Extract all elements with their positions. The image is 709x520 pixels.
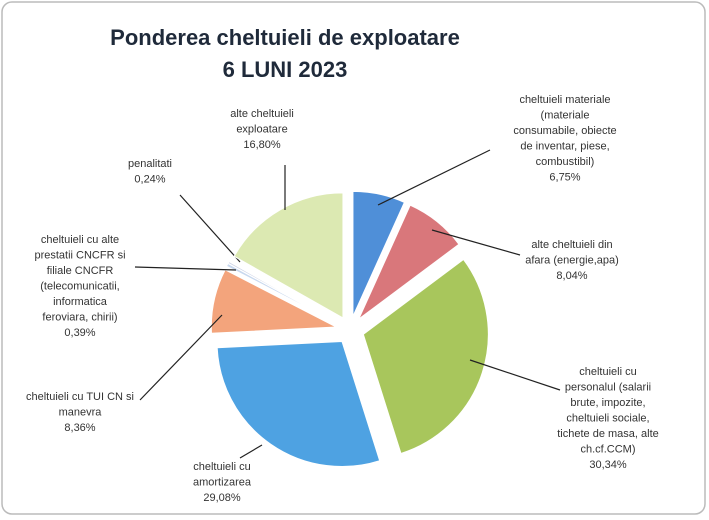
- value-label: 29,08%: [203, 492, 241, 504]
- slice-label: alte cheltuieli exploatare: [230, 108, 294, 136]
- slice-label: penalitati: [128, 158, 172, 170]
- slice-label: cheltuieli cu personalul (salarii brute, i…: [557, 366, 659, 456]
- value-label: 0,24%: [134, 174, 165, 186]
- slice-label: cheltuieli cu amortizarea: [193, 461, 252, 489]
- value-label: 30,34%: [589, 459, 627, 471]
- leader-line: [139, 314, 223, 401]
- value-label: 0,39%: [64, 327, 95, 339]
- pie-slice: [352, 190, 406, 317]
- pie-slice: [233, 192, 344, 319]
- pie-slice: [227, 260, 339, 324]
- leader-line: [431, 229, 521, 256]
- slice-label: cheltuieli materiale (materiale consumabil…: [513, 94, 616, 168]
- pie-slice: [358, 204, 460, 320]
- leader-line: [179, 194, 241, 263]
- pie-slice: [362, 258, 489, 455]
- chart-title: Ponderea cheltuieli de exploatare: [110, 25, 460, 50]
- value-label: 16,80%: [243, 139, 281, 151]
- value-label: 8,04%: [556, 270, 587, 282]
- slice-label: cheltuieli cu alte prestatii CNCFR si fili…: [34, 234, 125, 324]
- value-label: 6,75%: [549, 172, 580, 184]
- leader-line: [134, 266, 237, 271]
- value-label: 8,36%: [64, 422, 95, 434]
- leader-line: [469, 359, 561, 391]
- slice-label: alte cheltuieli din afara (energie,apa): [525, 239, 619, 267]
- slice-label: cheltuieli cu TUI CN si manevra: [26, 391, 134, 419]
- leader-line: [377, 149, 491, 206]
- leader-line: [239, 444, 263, 459]
- pie-slice: [216, 340, 381, 467]
- chart-subtitle: 6 LUNI 2023: [223, 57, 348, 82]
